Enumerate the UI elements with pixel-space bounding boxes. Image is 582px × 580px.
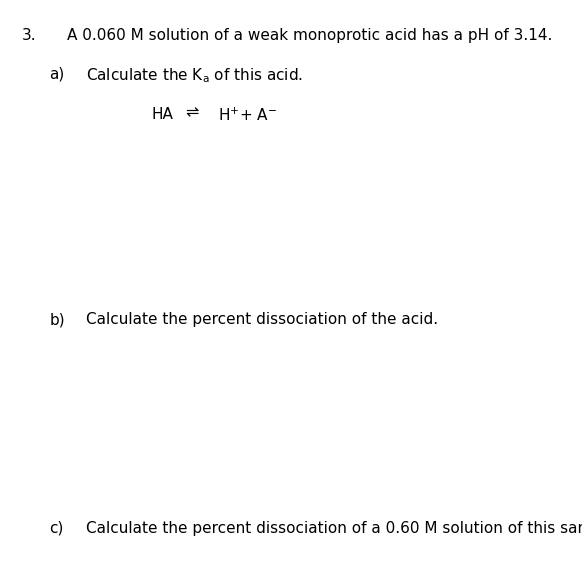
- Text: ⇌: ⇌: [185, 106, 198, 121]
- Text: Calculate the percent dissociation of the acid.: Calculate the percent dissociation of th…: [86, 312, 438, 327]
- Text: a): a): [49, 67, 65, 82]
- Text: b): b): [49, 312, 65, 327]
- Text: Calculate the percent dissociation of a 0.60 M solution of this same acid.: Calculate the percent dissociation of a …: [86, 521, 582, 536]
- Text: Calculate the $\mathrm{K_a}$ of this acid.: Calculate the $\mathrm{K_a}$ of this aci…: [86, 67, 303, 85]
- Text: 3.: 3.: [22, 28, 37, 43]
- Text: $\mathrm{H^{+}}$+ $\mathrm{A^{-}}$: $\mathrm{H^{+}}$+ $\mathrm{A^{-}}$: [218, 107, 277, 124]
- Text: HA: HA: [151, 107, 173, 122]
- Text: c): c): [49, 521, 64, 536]
- Text: A 0.060 M solution of a weak monoprotic acid has a pH of 3.14.: A 0.060 M solution of a weak monoprotic …: [67, 28, 552, 43]
